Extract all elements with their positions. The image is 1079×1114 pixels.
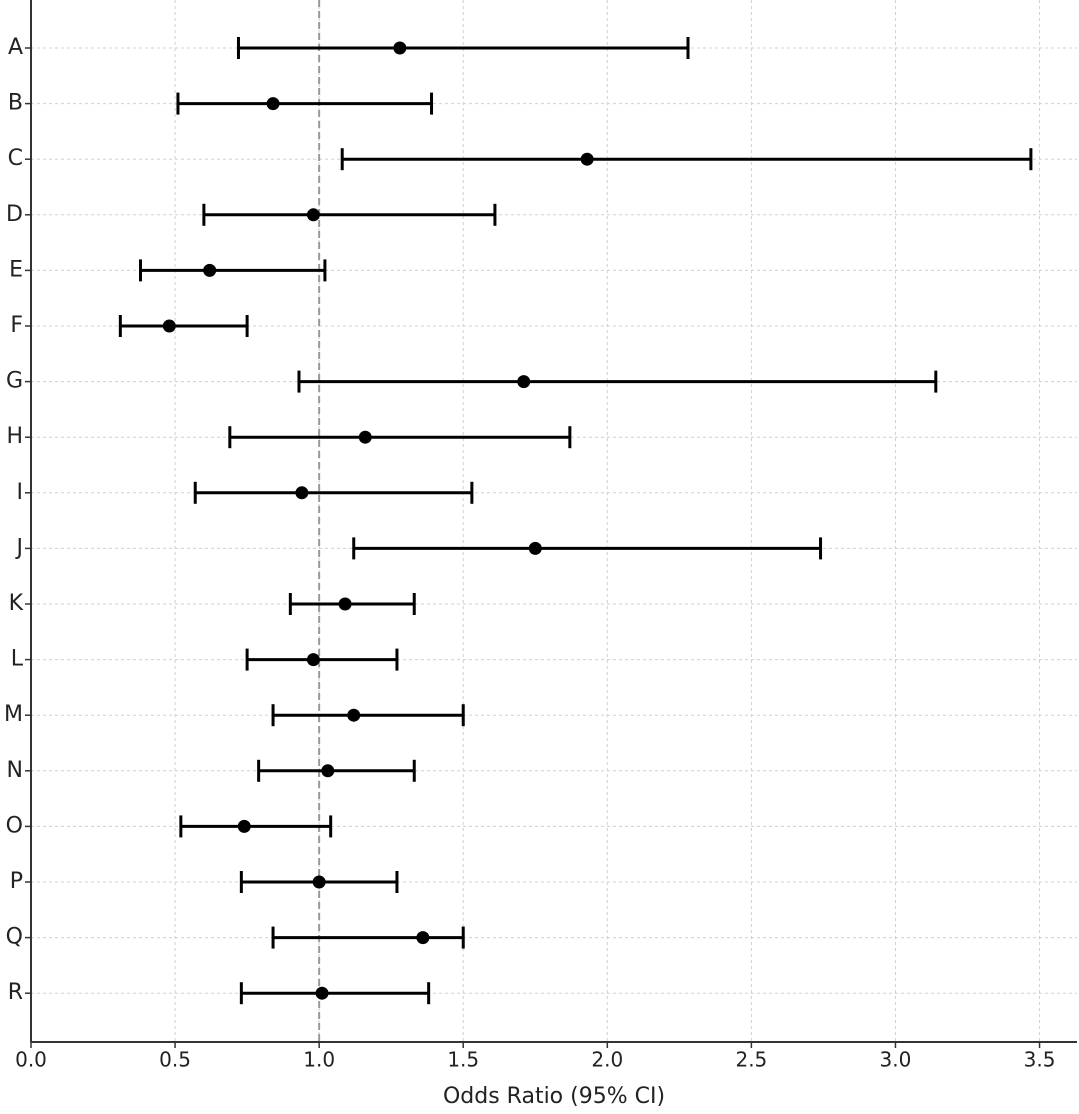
point-estimate <box>266 97 280 111</box>
point-estimate <box>315 986 329 1000</box>
point-estimate <box>416 931 430 945</box>
point-estimate <box>580 152 594 166</box>
y-tick-label: F <box>10 313 23 338</box>
x-tick-label: 0.0 <box>15 1048 47 1072</box>
y-tick-label: H <box>6 424 23 449</box>
y-tick-label: E <box>9 257 23 282</box>
x-axis-label: Odds Ratio (95% CI) <box>443 1084 665 1109</box>
point-estimate <box>517 375 531 389</box>
y-tick-label: R <box>8 980 23 1005</box>
point-estimate <box>295 486 309 500</box>
y-tick-label: N <box>7 758 23 783</box>
point-estimate <box>347 708 361 722</box>
x-tick-label: 2.0 <box>591 1048 623 1072</box>
x-tick-label: 2.5 <box>735 1048 767 1072</box>
x-tick-label: 3.5 <box>1024 1048 1056 1072</box>
point-estimate <box>312 875 326 889</box>
point-estimate <box>338 597 352 611</box>
y-tick-label: P <box>10 869 23 894</box>
point-estimate <box>321 764 335 778</box>
x-tick-label: 1.5 <box>447 1048 479 1072</box>
y-tick-label: G <box>6 369 23 394</box>
y-tick-label: O <box>6 813 23 838</box>
x-tick-label: 3.0 <box>880 1048 912 1072</box>
y-tick-label: Q <box>6 925 23 950</box>
y-tick-label: A <box>8 35 23 60</box>
x-tick-label: 0.5 <box>159 1048 191 1072</box>
y-tick-label: I <box>17 480 24 505</box>
y-tick-label: D <box>6 202 23 227</box>
point-estimate <box>203 263 217 277</box>
y-tick-label: J <box>15 535 24 560</box>
point-estimate <box>306 208 320 222</box>
point-estimate <box>528 541 542 555</box>
point-estimate <box>306 653 320 667</box>
x-tick-label: 1.0 <box>303 1048 335 1072</box>
y-tick-label: B <box>8 91 23 116</box>
point-estimate <box>393 41 407 55</box>
point-estimate <box>237 819 251 833</box>
y-tick-label: C <box>8 146 23 171</box>
point-estimate <box>358 430 372 444</box>
y-tick-label: L <box>11 647 24 672</box>
point-estimate <box>162 319 176 333</box>
y-tick-label: K <box>9 591 24 616</box>
y-tick-label: M <box>4 702 23 727</box>
